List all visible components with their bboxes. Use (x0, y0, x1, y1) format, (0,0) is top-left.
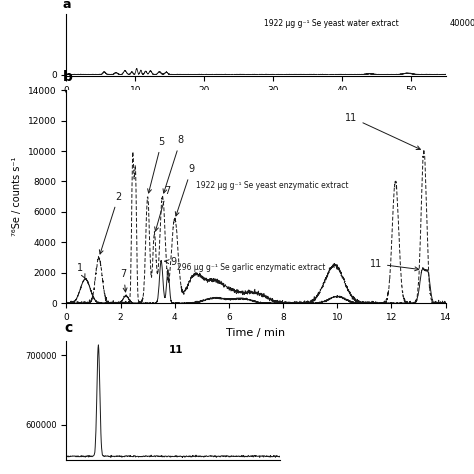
X-axis label: Time / min: Time / min (230, 100, 282, 110)
Text: 7: 7 (120, 269, 127, 292)
Text: 11: 11 (169, 345, 183, 355)
Y-axis label: ⁷⁶Se / counts s⁻¹: ⁷⁶Se / counts s⁻¹ (12, 157, 22, 237)
Text: 2: 2 (100, 192, 121, 254)
Text: 8: 8 (163, 136, 183, 193)
Text: 1922 μg g⁻¹ Se yeast enzymatic extract: 1922 μg g⁻¹ Se yeast enzymatic extract (196, 181, 349, 190)
Text: c: c (64, 321, 73, 336)
Text: 40000: 40000 (449, 19, 474, 28)
Text: 9: 9 (175, 164, 194, 216)
Text: 1922 μg g⁻¹ Se yeast water extract: 1922 μg g⁻¹ Se yeast water extract (264, 19, 398, 28)
Text: b: b (63, 70, 73, 84)
X-axis label: Time / min: Time / min (227, 328, 285, 337)
Text: 11: 11 (370, 259, 419, 271)
Text: 11: 11 (346, 112, 420, 149)
Text: 1: 1 (77, 264, 85, 279)
Text: 7: 7 (155, 186, 170, 231)
Text: 9: 9 (165, 257, 177, 267)
Text: 296 μg g⁻¹ Se garlic enzymatic extract: 296 μg g⁻¹ Se garlic enzymatic extract (177, 263, 326, 272)
Text: a: a (63, 0, 71, 11)
Text: 5: 5 (147, 137, 164, 193)
